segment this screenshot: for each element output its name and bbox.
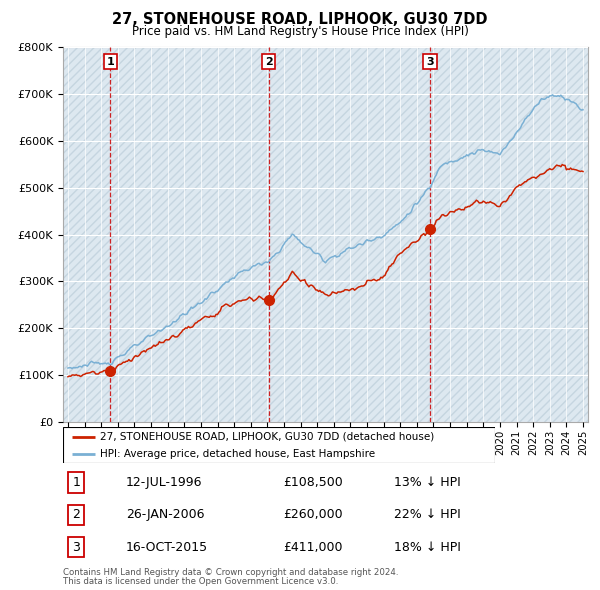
Text: 12-JUL-1996: 12-JUL-1996: [126, 476, 203, 489]
FancyBboxPatch shape: [63, 427, 495, 463]
Text: 18% ↓ HPI: 18% ↓ HPI: [394, 540, 461, 554]
Text: £411,000: £411,000: [284, 540, 343, 554]
Text: Contains HM Land Registry data © Crown copyright and database right 2024.: Contains HM Land Registry data © Crown c…: [63, 568, 398, 576]
Text: 27, STONEHOUSE ROAD, LIPHOOK, GU30 7DD (detached house): 27, STONEHOUSE ROAD, LIPHOOK, GU30 7DD (…: [100, 432, 434, 442]
Text: 22% ↓ HPI: 22% ↓ HPI: [394, 508, 461, 522]
Text: 2: 2: [72, 508, 80, 522]
Text: 27, STONEHOUSE ROAD, LIPHOOK, GU30 7DD: 27, STONEHOUSE ROAD, LIPHOOK, GU30 7DD: [112, 12, 488, 27]
Text: 1: 1: [106, 57, 114, 67]
Text: 26-JAN-2006: 26-JAN-2006: [126, 508, 205, 522]
Text: This data is licensed under the Open Government Licence v3.0.: This data is licensed under the Open Gov…: [63, 577, 338, 586]
Text: £260,000: £260,000: [284, 508, 343, 522]
Text: 16-OCT-2015: 16-OCT-2015: [126, 540, 208, 554]
Text: 13% ↓ HPI: 13% ↓ HPI: [394, 476, 461, 489]
Text: Price paid vs. HM Land Registry's House Price Index (HPI): Price paid vs. HM Land Registry's House …: [131, 25, 469, 38]
Text: 3: 3: [72, 540, 80, 554]
Text: 2: 2: [265, 57, 272, 67]
Text: 3: 3: [426, 57, 434, 67]
Text: 1: 1: [72, 476, 80, 489]
Text: £108,500: £108,500: [284, 476, 343, 489]
Text: HPI: Average price, detached house, East Hampshire: HPI: Average price, detached house, East…: [100, 450, 375, 460]
